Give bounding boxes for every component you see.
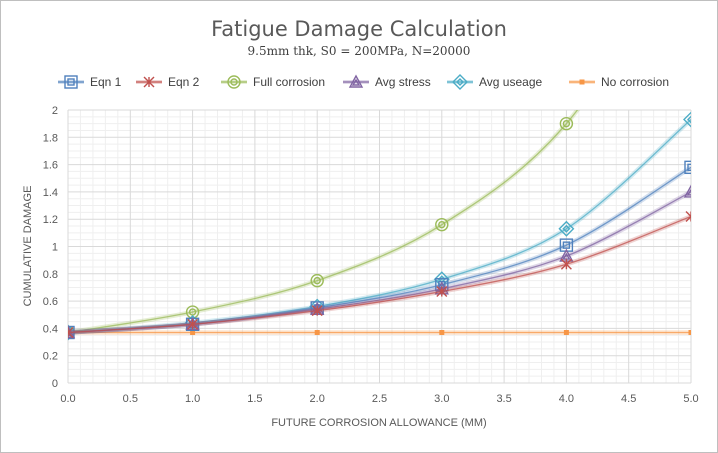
data-point-marker [685, 210, 691, 218]
legend-label: No corrosion [601, 75, 669, 89]
legend-label: Full corrosion [253, 75, 325, 89]
data-point-marker [683, 111, 691, 128]
y-tick-label: 0.2 [43, 351, 58, 363]
data-point-marker [314, 329, 320, 335]
legend-item-no-corrosion[interactable]: No corrosion [569, 75, 669, 89]
y-tick-label: 1 [52, 242, 58, 254]
x-tick-label: 1.5 [247, 393, 262, 405]
data-point-marker [563, 329, 569, 335]
series-line [68, 119, 691, 334]
legend-marker-inner [230, 78, 238, 86]
data-point-marker [68, 324, 76, 341]
x-tick-label: 4.0 [559, 393, 574, 405]
data-point-marker [685, 215, 691, 222]
x-tick-label: 0.5 [123, 393, 138, 405]
legend-label: Avg stress [375, 75, 431, 89]
data-point-marker-inner [438, 220, 446, 229]
x-tick-label: 3.0 [434, 393, 449, 405]
x-tick-label: 3.5 [496, 393, 511, 405]
x-axis-title: FUTURE CORROSION ALLOWANCE (MM) [271, 417, 486, 429]
data-point-marker [68, 331, 74, 338]
axes: 0.0 0.5 1.0 1.5 2.0 2.5 3.0 3.5 4.0 4.5 5.0 0 0.2 0.4… [43, 105, 699, 405]
legend-marker-inner [67, 78, 75, 86]
y-tick-label: 1.2 [43, 214, 58, 226]
x-tick-label: 1.0 [185, 393, 200, 405]
y-tick-label: 0 [52, 378, 58, 390]
data-point-marker [558, 220, 575, 237]
legend-item-eqn-2[interactable]: Eqn 2 [136, 75, 200, 89]
y-tick-label: 0.8 [43, 269, 58, 281]
grid [67, 109, 692, 384]
series-eqn-2 [68, 210, 691, 338]
legend-marker [579, 79, 585, 85]
chart-title: Fatigue Damage Calculation [211, 17, 507, 41]
x-tick-label: 5.0 [683, 393, 698, 405]
data-point-marker [683, 184, 691, 198]
series-group [68, 110, 691, 341]
y-tick-label: 1.6 [43, 160, 58, 172]
legend-marker-inner [456, 78, 464, 86]
x-tick-label: 4.5 [621, 393, 636, 405]
series-line [68, 215, 691, 334]
legend-item-avg-stress[interactable]: Avg stress [343, 74, 431, 89]
legend-label: Avg useage [479, 75, 542, 89]
data-point-marker [439, 329, 445, 335]
data-point-marker [435, 217, 449, 232]
y-tick-label: 1.4 [43, 187, 58, 199]
data-point-marker-inner [687, 163, 691, 172]
legend-item-full-corrosion[interactable]: Full corrosion [221, 75, 325, 89]
data-point-marker-inner [562, 252, 571, 260]
legend-item-avg-useage[interactable]: Avg useage [447, 74, 542, 90]
series-avg-useage [68, 111, 691, 341]
data-point-marker [190, 329, 196, 335]
legend[interactable]: Eqn 1 Eqn 2 Full corrosion Avg stress Avg us… [58, 74, 669, 90]
x-tick-label: 0.0 [60, 393, 75, 405]
y-tick-label: 2 [52, 105, 58, 117]
data-point-marker-inner [313, 276, 321, 285]
data-point-marker-inner [687, 115, 691, 124]
data-point-marker [684, 160, 691, 175]
legend-marker [64, 75, 78, 89]
legend-marker [348, 74, 364, 88]
data-point-marker [68, 327, 74, 334]
legend-label: Eqn 1 [90, 75, 122, 89]
x-tick-label: 2.5 [372, 393, 387, 405]
chart-subtitle: 9.5mm thk, S0 = 200MPa, N=20000 [248, 44, 471, 58]
legend-item-eqn-1[interactable]: Eqn 1 [58, 75, 122, 89]
data-point-marker-inner [562, 224, 571, 233]
data-point-marker-inner [562, 119, 571, 128]
y-tick-label: 0.4 [43, 323, 58, 335]
y-tick-label: 0.6 [43, 296, 58, 308]
data-point-marker-inner [562, 241, 571, 249]
y-axis-title: CUMULATIVE DAMAGE [22, 186, 34, 307]
legend-label: Eqn 2 [168, 75, 200, 89]
legend-marker-inner [351, 78, 361, 86]
data-point-marker [559, 116, 574, 131]
series-no-corrosion [68, 329, 691, 335]
data-point-marker [688, 329, 691, 335]
x-tick-label: 2.0 [310, 393, 325, 405]
data-point-marker-inner [686, 188, 691, 196]
data-point-marker [310, 273, 324, 288]
legend-marker [227, 75, 241, 89]
legend-marker [452, 74, 468, 90]
y-tick-label: 1.8 [43, 132, 58, 144]
